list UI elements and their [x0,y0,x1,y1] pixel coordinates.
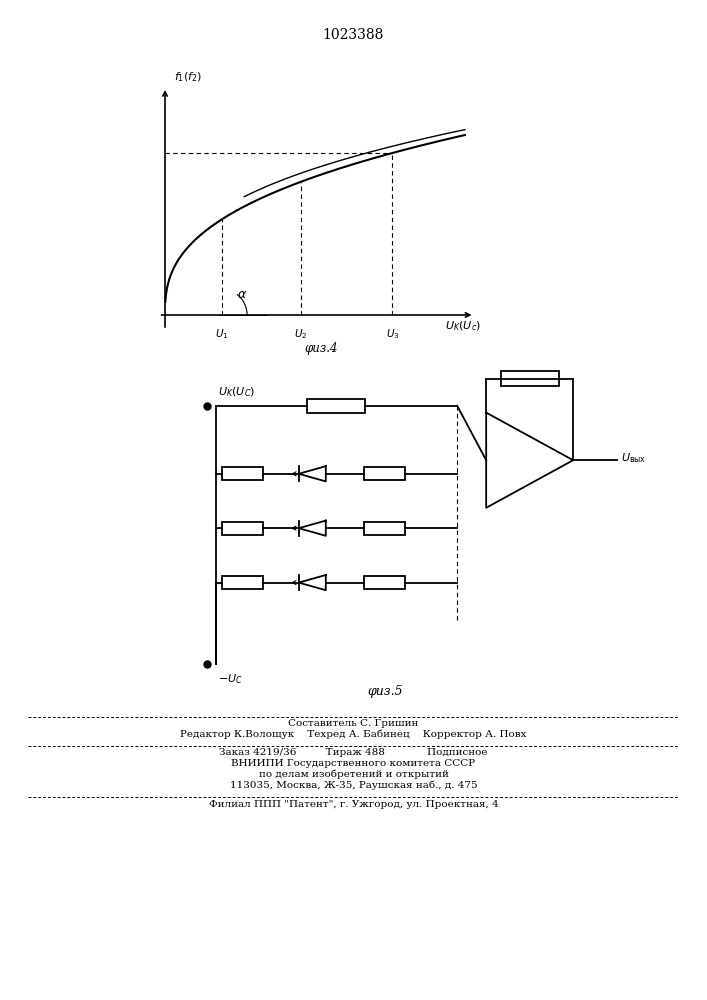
Text: $U_2$: $U_2$ [294,327,308,341]
Bar [364,576,405,589]
Text: $U_1$: $U_1$ [215,327,228,341]
Text: $U_{\rm\text{вых}}$: $U_{\rm\text{вых}}$ [621,452,647,465]
Bar [222,522,263,535]
Text: 1023388: 1023388 [323,28,384,42]
Bar [222,576,263,589]
Bar [364,522,405,535]
Bar [222,467,263,480]
Bar [364,467,405,480]
Text: $U_3$: $U_3$ [385,327,399,341]
Text: φиз.5: φиз.5 [367,685,402,698]
Text: φиз.4: φиз.4 [305,342,339,355]
Text: $f_1(f_2)$: $f_1(f_2)$ [175,70,203,84]
Text: Составитель С. Гришин: Составитель С. Гришин [288,719,419,728]
Text: $\alpha$: $\alpha$ [238,288,247,300]
Text: по делам изобретений и открытий: по делам изобретений и открытий [259,770,448,779]
Bar [501,371,559,386]
Text: $-U_C$: $-U_C$ [218,673,243,686]
Text: ВНИИПИ Государственного комитета СССР: ВНИИПИ Государственного комитета СССР [231,759,476,768]
Text: Редактор К.Волощук    Техред А. Бабинец    Корректор А. Повх: Редактор К.Волощук Техред А. Бабинец Кор… [180,730,527,739]
Text: $U_K(U_c)$: $U_K(U_c)$ [445,320,481,333]
Text: 113035, Москва, Ж-35, Раушская наб., д. 475: 113035, Москва, Ж-35, Раушская наб., д. … [230,780,477,790]
Text: Заказ 4219/36         Тираж 488             Подписное: Заказ 4219/36 Тираж 488 Подписное [219,748,488,757]
Text: Филиал ППП "Патент", г. Ужгород, ул. Проектная, 4: Филиал ППП "Патент", г. Ужгород, ул. Про… [209,800,498,809]
Text: $U_K(U_C)$: $U_K(U_C)$ [218,385,255,399]
Bar [308,399,366,413]
